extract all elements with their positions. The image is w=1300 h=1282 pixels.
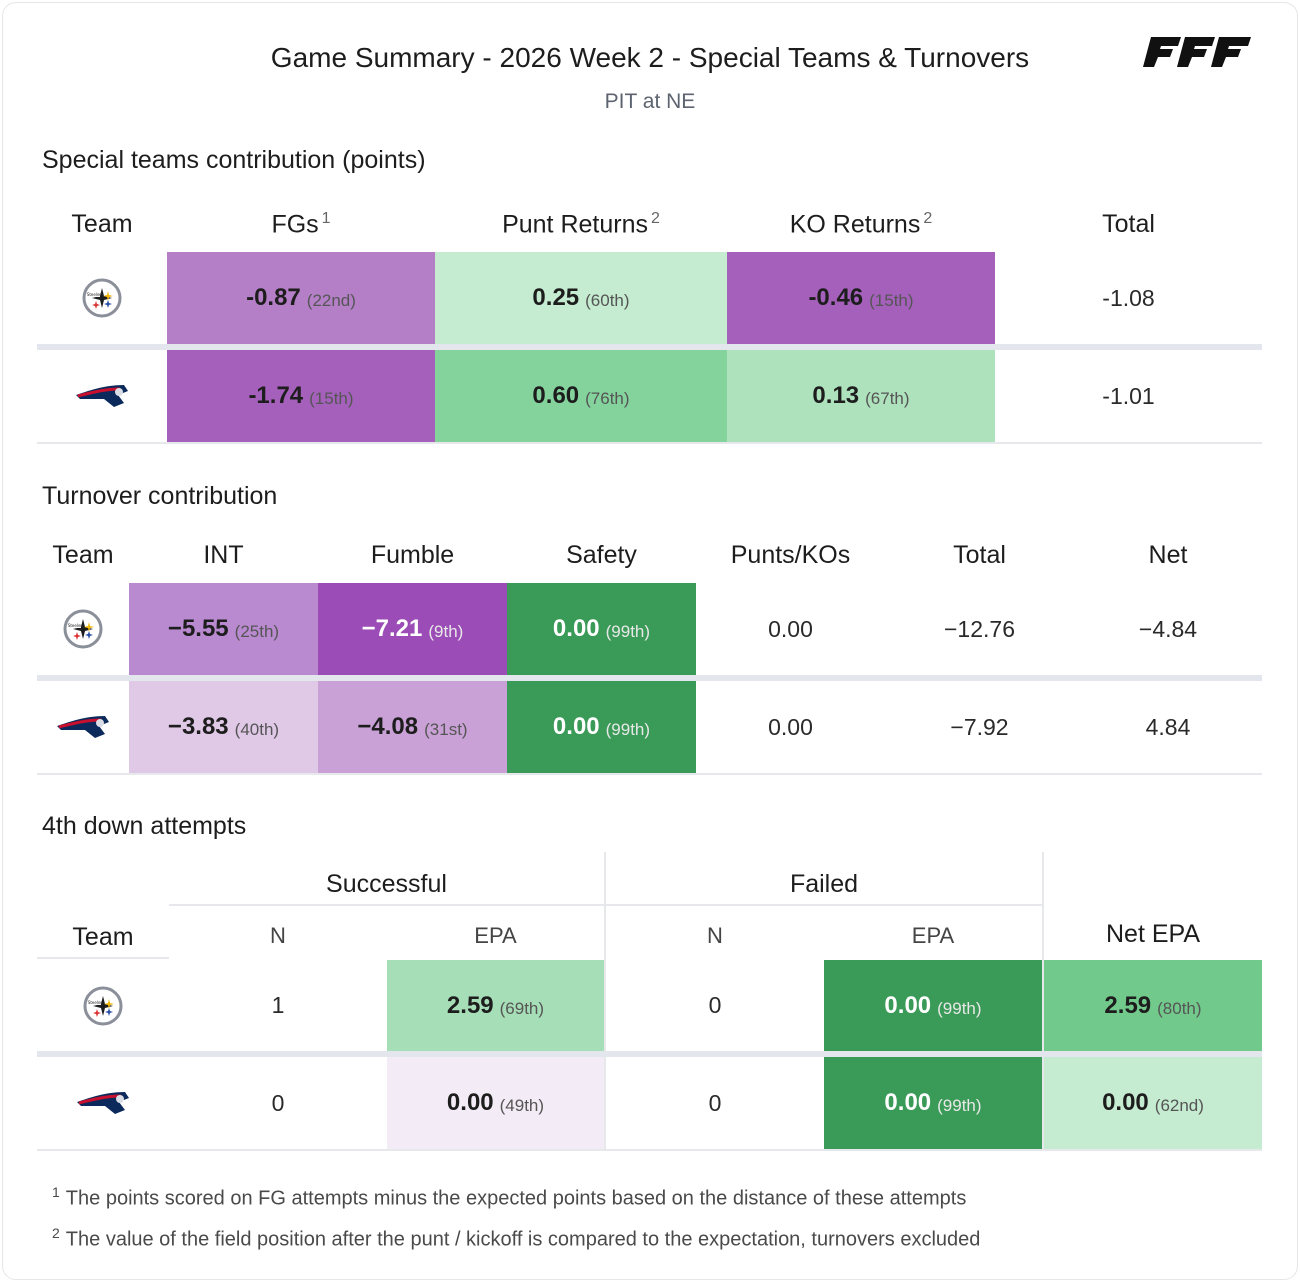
fd-header-failed-n: N bbox=[707, 923, 723, 948]
pff-logo bbox=[1143, 33, 1255, 69]
to-pit-safety: 0.00 (99th) bbox=[507, 583, 696, 675]
fd-header-success-epa: EPA bbox=[474, 923, 517, 948]
turnover-section-title: Turnover contribution bbox=[42, 482, 278, 510]
st-header-total: Total bbox=[1102, 210, 1155, 238]
group-divider bbox=[604, 852, 606, 1150]
fd-ne-success-n: 0 bbox=[271, 1089, 285, 1116]
st-header-team: Team bbox=[71, 210, 133, 238]
steelers-logo-icon: Steelers bbox=[37, 252, 167, 344]
footnote-2: 2 The value of the field position after t… bbox=[52, 1225, 981, 1251]
fd-pit-net-epa: 2.59 (80th) bbox=[1044, 960, 1262, 1051]
row-separator bbox=[37, 1051, 1262, 1057]
fd-ne-success-epa: 0.00 (49th) bbox=[387, 1057, 604, 1149]
st-header-ko-returns: KO Returns 2 bbox=[789, 210, 933, 239]
steelers-logo-icon: Steelers bbox=[37, 583, 129, 675]
svg-text:Steelers: Steelers bbox=[88, 1000, 104, 1005]
fd-header-net-epa: Net EPA bbox=[1105, 920, 1201, 948]
patriots-logo-icon bbox=[37, 350, 167, 442]
fd-header-failed-epa: EPA bbox=[911, 923, 955, 948]
to-header-punts-kos: Punts/KOs bbox=[730, 541, 851, 569]
page-subtitle: PIT at NE bbox=[604, 90, 696, 113]
st-header-fgs: FGs 1 bbox=[271, 210, 331, 239]
to-header-total: Total bbox=[953, 541, 1006, 569]
fd-ne-net-epa: 0.00 (62nd) bbox=[1044, 1057, 1262, 1149]
fd-pit-success-n: 1 bbox=[271, 992, 285, 1018]
table-bottom-border bbox=[37, 1149, 1262, 1151]
row-separator bbox=[37, 344, 1262, 350]
to-ne-punts-kos: 0.00 bbox=[768, 713, 813, 740]
to-header-fumble: Fumble bbox=[370, 541, 455, 569]
special-teams-section-title: Special teams contribution (points) bbox=[42, 146, 426, 174]
fourth-down-section-title: 4th down attempts bbox=[42, 812, 247, 840]
fd-pit-failed-epa: 0.00 (99th) bbox=[824, 960, 1042, 1051]
group-underline bbox=[169, 904, 1042, 906]
to-ne-safety: 0.00 (99th) bbox=[507, 681, 696, 773]
fd-pit-failed-n: 0 bbox=[708, 992, 722, 1018]
svg-text:Steelers: Steelers bbox=[68, 623, 84, 628]
to-pit-int: −5.55 (25th) bbox=[129, 583, 318, 675]
st-pit-punt-returns: 0.25 (60th) bbox=[435, 252, 727, 344]
fd-ne-failed-n: 0 bbox=[708, 1089, 722, 1116]
patriots-logo-icon bbox=[37, 1057, 169, 1149]
to-ne-fumble: −4.08 (31st) bbox=[318, 681, 507, 773]
to-pit-net: −4.84 bbox=[1138, 615, 1198, 642]
to-ne-int: −3.83 (40th) bbox=[129, 681, 318, 773]
table-bottom-border bbox=[37, 773, 1262, 775]
st-pit-total: -1.08 bbox=[1102, 284, 1155, 311]
st-ne-total: -1.01 bbox=[1102, 382, 1155, 409]
fd-header-team: Team bbox=[72, 923, 134, 951]
group-divider bbox=[1042, 852, 1044, 1150]
to-ne-net: 4.84 bbox=[1145, 713, 1191, 740]
st-pit-fgs: -0.87 (22nd) bbox=[167, 252, 435, 344]
steelers-logo-icon: Steelers bbox=[37, 960, 169, 1051]
st-ne-ko-returns: 0.13 (67th) bbox=[727, 350, 995, 442]
to-ne-total: −7.92 bbox=[950, 713, 1009, 740]
fd-header-successful: Successful bbox=[326, 870, 447, 898]
to-pit-punts-kos: 0.00 bbox=[768, 615, 813, 642]
fd-header-success-n: N bbox=[270, 923, 286, 948]
to-header-int: INT bbox=[203, 541, 244, 569]
st-header-punt-returns: Punt Returns 2 bbox=[502, 210, 660, 239]
st-ne-fgs: -1.74 (15th) bbox=[167, 350, 435, 442]
to-header-team: Team bbox=[52, 541, 114, 569]
svg-text:Steelers: Steelers bbox=[87, 292, 103, 297]
to-pit-fumble: −7.21 (9th) bbox=[318, 583, 507, 675]
fd-ne-failed-epa: 0.00 (99th) bbox=[824, 1057, 1042, 1149]
table-bottom-border bbox=[37, 442, 1262, 444]
team-underline bbox=[37, 957, 169, 959]
to-header-net: Net bbox=[1148, 541, 1188, 569]
row-separator bbox=[37, 675, 1262, 681]
fd-header-failed: Failed bbox=[789, 870, 859, 898]
fd-pit-success-epa: 2.59 (69th) bbox=[387, 960, 604, 1051]
footnote-1: 1 The points scored on FG attempts minus … bbox=[52, 1184, 967, 1210]
page-title: Game Summary - 2026 Week 2 - Special Tea… bbox=[270, 42, 1030, 73]
to-header-safety: Safety bbox=[566, 541, 637, 569]
patriots-logo-icon bbox=[37, 681, 129, 773]
st-pit-ko-returns: -0.46 (15th) bbox=[727, 252, 995, 344]
to-pit-total: −12.76 bbox=[944, 615, 1015, 642]
st-ne-punt-returns: 0.60 (76th) bbox=[435, 350, 727, 442]
